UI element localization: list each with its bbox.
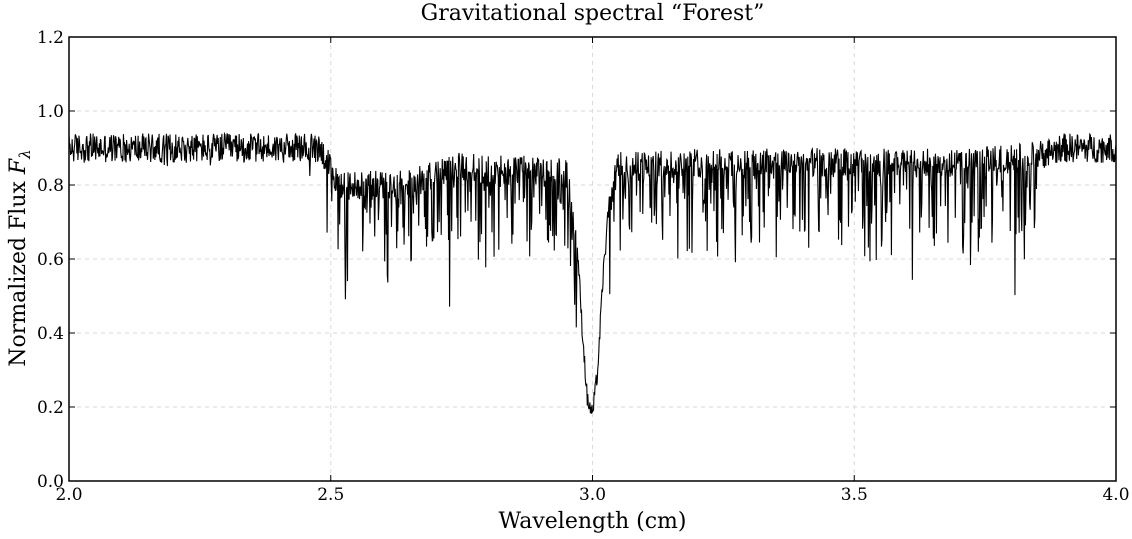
x-tick-label: 2.5 xyxy=(317,485,344,505)
y-tick-label: 1.0 xyxy=(37,102,64,122)
y-axis-label: Normalized Flux Fλ xyxy=(6,149,34,366)
chart-title: Gravitational spectral “Forest” xyxy=(420,1,765,26)
grid xyxy=(68,36,1117,482)
y-tick-labels: 0.0 0.2 0.4 0.6 0.8 1.0 1.2 xyxy=(37,28,64,492)
x-tick-label: 4.0 xyxy=(1102,485,1129,505)
x-tick-label: 3.0 xyxy=(579,485,606,505)
y-tick-label: 0.0 xyxy=(37,472,64,492)
y-tick-label: 1.2 xyxy=(37,28,64,48)
y-axis-label-symbol: F xyxy=(5,158,31,175)
y-tick-label: 0.2 xyxy=(37,398,64,418)
y-tick-label: 0.4 xyxy=(37,324,64,344)
y-axis-label-subscript: λ xyxy=(16,149,35,159)
x-tick-label: 3.5 xyxy=(841,485,868,505)
ticks xyxy=(68,36,1117,482)
x-axis-label: Wavelength (cm) xyxy=(498,509,687,534)
spectrum-series xyxy=(68,131,1117,414)
spectrum-line xyxy=(68,131,1117,414)
y-axis-label-text: Normalized Flux xyxy=(5,174,31,367)
y-tick-label: 0.6 xyxy=(37,250,64,270)
y-tick-label: 0.8 xyxy=(37,176,64,196)
x-tick-label: 2.0 xyxy=(55,485,82,505)
x-tick-labels: 2.0 2.5 3.0 3.5 4.0 xyxy=(55,485,1129,505)
